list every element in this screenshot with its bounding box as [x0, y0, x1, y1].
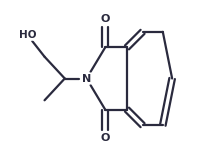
Text: N: N — [82, 73, 91, 84]
Text: O: O — [101, 133, 110, 143]
Text: HO: HO — [19, 30, 36, 40]
Text: O: O — [101, 14, 110, 24]
